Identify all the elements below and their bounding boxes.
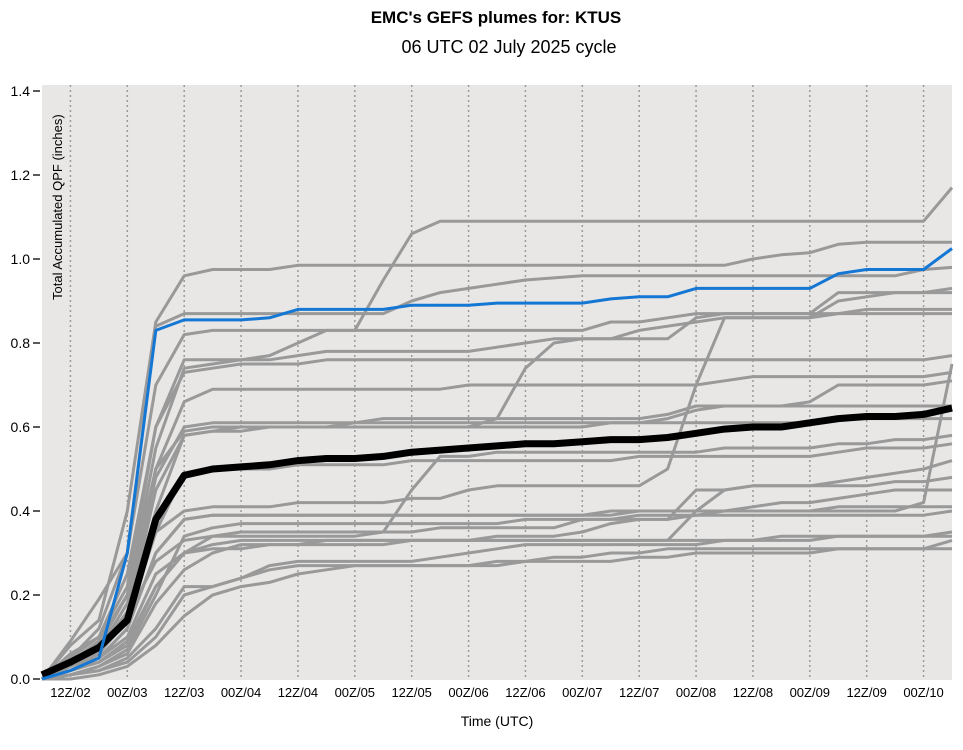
x-tick-label: 00Z/06 bbox=[448, 685, 488, 700]
member-line bbox=[41, 538, 953, 681]
member-line bbox=[41, 307, 952, 681]
plot-background bbox=[42, 85, 952, 680]
member-line bbox=[41, 509, 953, 681]
member-line bbox=[41, 354, 953, 681]
member-line bbox=[41, 488, 952, 681]
y-tick-label: 1.2 bbox=[11, 167, 31, 183]
member-line bbox=[42, 547, 952, 681]
member-line bbox=[41, 265, 953, 681]
chart-title: EMC's GEFS plumes for: KTUS bbox=[371, 8, 622, 27]
y-tick-label: 0.4 bbox=[11, 503, 31, 519]
control-member-line bbox=[41, 247, 953, 681]
y-axis-label: Total Accumulated QPF (inches) bbox=[50, 114, 65, 300]
y-tick-label: 1.4 bbox=[11, 83, 31, 99]
member-line bbox=[41, 433, 953, 681]
y-tick-label: 0.0 bbox=[11, 671, 31, 687]
member-line bbox=[41, 475, 953, 681]
x-tick-label: 00Z/04 bbox=[221, 685, 261, 700]
y-tick-label: 1.0 bbox=[11, 251, 31, 267]
x-tick-label: 00Z/08 bbox=[676, 685, 716, 700]
member-line bbox=[41, 404, 952, 681]
x-tick-label: 00Z/10 bbox=[903, 685, 943, 700]
x-tick-label: 00Z/09 bbox=[790, 685, 830, 700]
member-line bbox=[40, 240, 952, 680]
x-tick-label: 12Z/09 bbox=[846, 685, 886, 700]
x-tick-label: 00Z/03 bbox=[107, 685, 147, 700]
y-tick-label: 0.8 bbox=[11, 335, 31, 351]
member-line bbox=[41, 534, 952, 681]
x-tick-label: 12Z/08 bbox=[733, 685, 773, 700]
x-tick-label: 00Z/07 bbox=[562, 685, 602, 700]
x-tick-label: 12Z/02 bbox=[50, 685, 90, 700]
member-line bbox=[41, 530, 953, 681]
x-tick-label: 12Z/04 bbox=[278, 685, 318, 700]
x-tick-label: 12Z/03 bbox=[164, 685, 204, 700]
member-line bbox=[41, 291, 952, 681]
y-tick-label: 0.2 bbox=[11, 587, 31, 603]
x-axis-label: Time (UTC) bbox=[461, 713, 534, 729]
ensemble-mean-line bbox=[40, 404, 953, 678]
chart-subtitle: 06 UTC 02 July 2025 cycle bbox=[401, 37, 616, 57]
y-tick-label: 0.6 bbox=[11, 419, 31, 435]
member-line bbox=[41, 505, 952, 681]
x-tick-label: 12Z/05 bbox=[391, 685, 431, 700]
member-line bbox=[41, 370, 953, 681]
member-line bbox=[40, 186, 954, 680]
x-tick-label: 12Z/07 bbox=[619, 685, 659, 700]
x-tick-label: 00Z/05 bbox=[335, 685, 375, 700]
x-tick-label: 12Z/06 bbox=[505, 685, 545, 700]
